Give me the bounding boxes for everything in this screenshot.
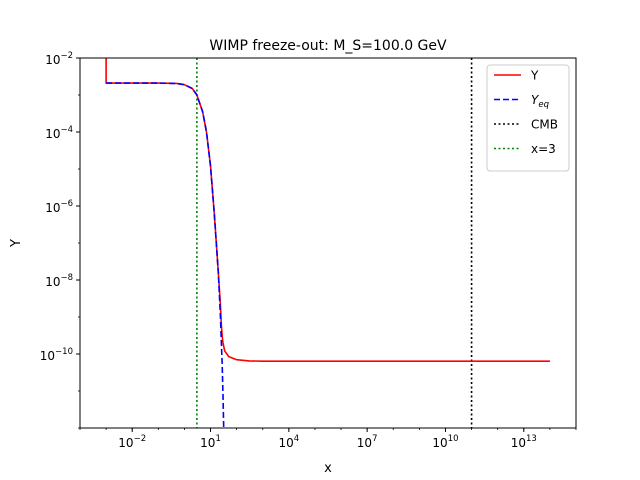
y-tick-label: 10−2 (45, 51, 73, 67)
y-tick-label: 10−6 (45, 199, 73, 215)
legend-label: CMB (531, 118, 558, 132)
series-line-y (105, 58, 550, 362)
x-tick-label: 1013 (511, 434, 537, 450)
y-axis-label: Y (9, 239, 24, 248)
x-axis-label: x (324, 461, 332, 476)
series-line-yeq (106, 82, 225, 428)
legend-label: Yeq (531, 93, 550, 110)
x-tick-label: 1010 (432, 434, 458, 450)
chart-title: WIMP freeze-out: M_S=100.0 GeV (209, 38, 447, 54)
x-tick-label: 10−2 (118, 434, 146, 450)
legend-label: Y (530, 69, 539, 83)
x-tick-label: 107 (357, 434, 378, 450)
legend-label: x=3 (531, 142, 556, 156)
x-tick-label: 101 (200, 434, 221, 450)
y-tick-label: 10−8 (45, 273, 73, 289)
y-tick-label: 10−4 (45, 125, 73, 141)
x-tick-label: 104 (278, 434, 299, 450)
legend-box (486, 64, 570, 172)
legend: Y Yeq CMB x=3 (486, 64, 570, 172)
y-tick-label: 10−10 (40, 347, 73, 363)
